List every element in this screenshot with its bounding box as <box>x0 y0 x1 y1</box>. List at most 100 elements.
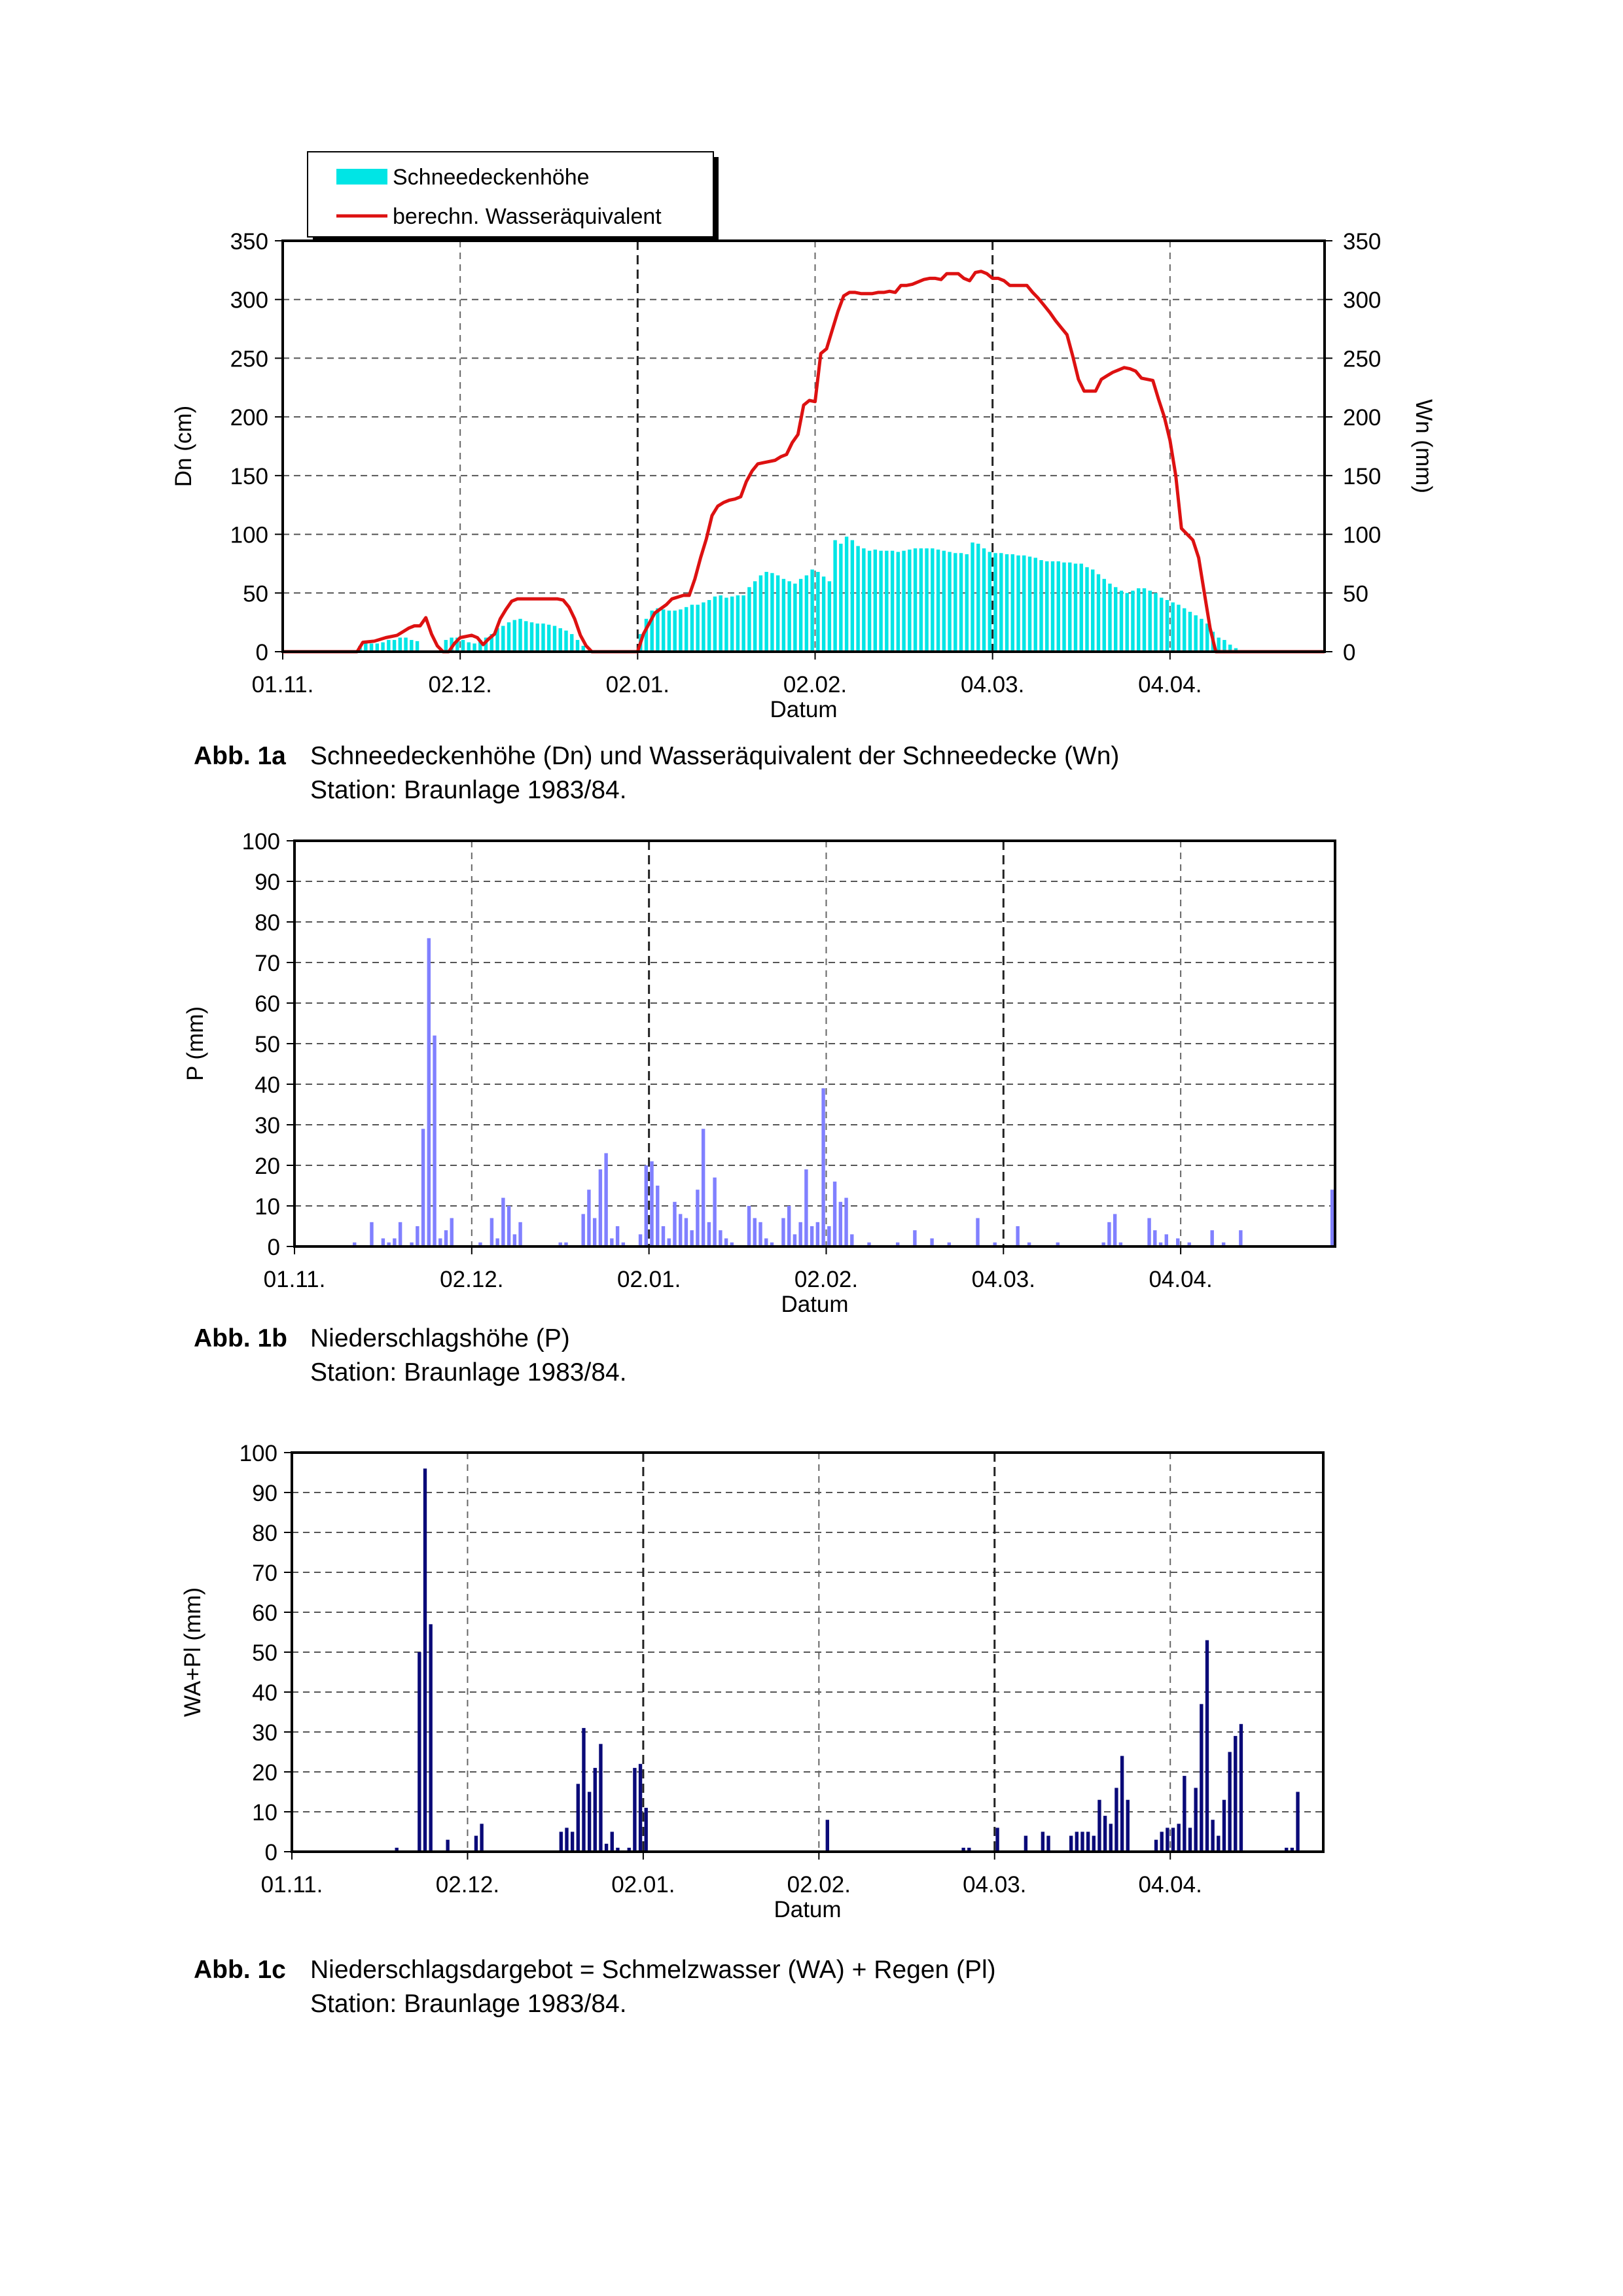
bar <box>730 1242 734 1246</box>
x-tick-label: 01.11. <box>264 1267 326 1292</box>
bar <box>387 640 391 652</box>
bar <box>1296 1792 1300 1852</box>
bar <box>484 637 488 652</box>
bar <box>423 1468 427 1852</box>
bar <box>433 1035 437 1246</box>
y-right-axis-label: Wn (mm) <box>1411 399 1436 493</box>
bar <box>633 1767 637 1852</box>
bar <box>1164 1234 1168 1246</box>
bar <box>455 637 459 652</box>
bar <box>604 1153 608 1246</box>
bar <box>495 628 499 652</box>
y-axis-label: P (mm) <box>183 1006 208 1081</box>
bar <box>867 1242 871 1246</box>
bar <box>764 1238 768 1246</box>
legend-label-snow-depth: Schneedeckenhöhe <box>393 165 590 190</box>
bar <box>844 537 849 652</box>
bar <box>1085 567 1089 652</box>
bar <box>1188 1828 1192 1852</box>
y-axis-label: Dn (cm) <box>171 406 196 487</box>
legend-box <box>307 151 714 238</box>
bar <box>395 1847 399 1852</box>
bar <box>833 540 837 652</box>
x-tick-label: 02.01. <box>611 1872 675 1898</box>
x-tick-label: 04.04. <box>1149 1267 1212 1292</box>
bar <box>1188 611 1192 652</box>
bar <box>1165 600 1169 652</box>
bar <box>781 1218 785 1246</box>
x-tick-label: 02.02. <box>783 672 847 698</box>
y-tick-label: 350 <box>230 229 268 255</box>
bar <box>890 550 895 652</box>
x-tick-label: 04.03. <box>963 1872 1026 1898</box>
x-tick-label: 02.12. <box>440 1267 503 1292</box>
x-tick-label: 02.12. <box>436 1872 499 1898</box>
bar <box>954 553 957 652</box>
caption-text: Niederschlagsdargebot = Schmelzwasser (W… <box>310 1956 996 1984</box>
y-tick-label: 100 <box>242 829 280 855</box>
bar <box>610 1238 614 1246</box>
bar <box>696 1190 700 1246</box>
bar <box>495 1238 499 1246</box>
bar <box>1166 1828 1169 1852</box>
bar <box>1107 1222 1111 1246</box>
bar <box>473 643 476 652</box>
bar <box>827 1226 831 1246</box>
bar <box>810 1226 814 1246</box>
x-tick-label: 04.03. <box>972 1267 1035 1292</box>
bar <box>701 1129 705 1246</box>
legend-swatch-snow-depth <box>336 169 387 185</box>
bar <box>873 549 878 652</box>
bar <box>547 624 551 652</box>
bar <box>1222 640 1226 652</box>
bar <box>1194 1788 1198 1852</box>
bar <box>1109 1824 1113 1852</box>
bar <box>364 643 368 652</box>
bar <box>1153 1230 1157 1246</box>
caption-station: Station: Braunlage 1983/84. <box>310 1990 627 2018</box>
bar <box>839 543 843 652</box>
y-tick-label: 90 <box>252 1481 277 1506</box>
bar <box>480 1824 484 1852</box>
bar <box>1228 1752 1232 1852</box>
y-tick-label: 70 <box>252 1561 277 1586</box>
bar <box>1005 554 1009 652</box>
bar <box>787 1206 791 1246</box>
bar <box>1108 583 1112 652</box>
bar <box>570 634 574 652</box>
x-tick-label: 02.01. <box>606 672 669 698</box>
bar <box>558 1242 562 1246</box>
bar <box>850 1234 854 1246</box>
bar <box>570 1831 575 1852</box>
bar <box>1194 615 1198 652</box>
bar <box>781 578 786 652</box>
bar <box>1033 557 1037 652</box>
bar <box>679 609 683 652</box>
bar <box>690 1230 694 1246</box>
bar <box>575 640 580 652</box>
y-tick-label: 150 <box>230 464 268 489</box>
bar <box>1102 578 1106 652</box>
bar <box>776 575 780 652</box>
bar <box>1056 1242 1060 1246</box>
bar <box>1041 1831 1045 1852</box>
bar <box>1126 1799 1130 1852</box>
bar <box>1182 608 1186 652</box>
bar <box>444 640 448 652</box>
bar <box>844 1197 848 1246</box>
bar <box>512 620 516 652</box>
y-tick-label: 30 <box>252 1720 277 1746</box>
bar <box>392 640 397 652</box>
bar <box>1101 1242 1105 1246</box>
bar <box>690 605 694 652</box>
bar <box>501 626 505 652</box>
bar <box>581 1214 585 1246</box>
bar <box>673 610 677 652</box>
bar <box>1114 587 1118 652</box>
y-axis-label: WA+Pl (mm) <box>180 1587 205 1717</box>
bar <box>936 549 940 652</box>
bar <box>1080 1831 1084 1852</box>
y-tick-label: 10 <box>255 1194 280 1220</box>
bar <box>707 600 711 652</box>
y-right-tick-label: 250 <box>1343 346 1381 372</box>
